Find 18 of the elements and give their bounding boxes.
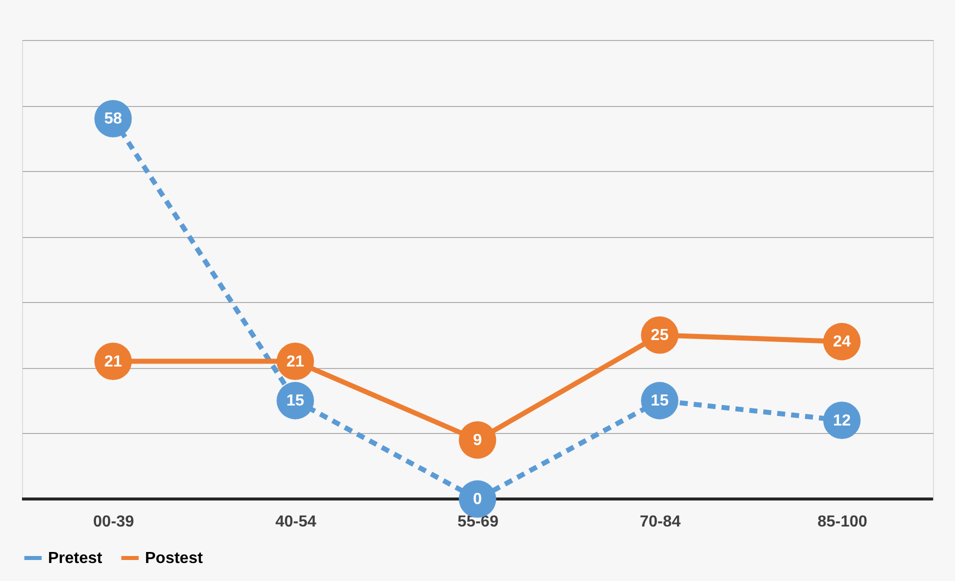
- x-tick-label: 00-39: [93, 514, 134, 530]
- data-label: 58: [104, 110, 122, 128]
- legend-label: Pretest: [48, 550, 103, 567]
- data-label: 21: [286, 353, 304, 370]
- data-label: 9: [473, 432, 482, 449]
- data-label: 0: [473, 491, 482, 508]
- x-tick-label: 55-69: [458, 514, 499, 530]
- point: [458, 421, 496, 459]
- data-label: 15: [650, 392, 669, 410]
- data-label: 15: [286, 392, 304, 410]
- data-label: 24: [833, 334, 851, 351]
- data-label: 21: [104, 353, 122, 370]
- data-label: 25: [650, 327, 669, 344]
- x-tick-label: 70-84: [640, 514, 681, 530]
- legend-label: Postest: [145, 550, 204, 567]
- x-tick-label: 85-100: [817, 514, 868, 530]
- data-label: 12: [833, 412, 851, 430]
- x-tick-label: 40-54: [275, 514, 316, 530]
